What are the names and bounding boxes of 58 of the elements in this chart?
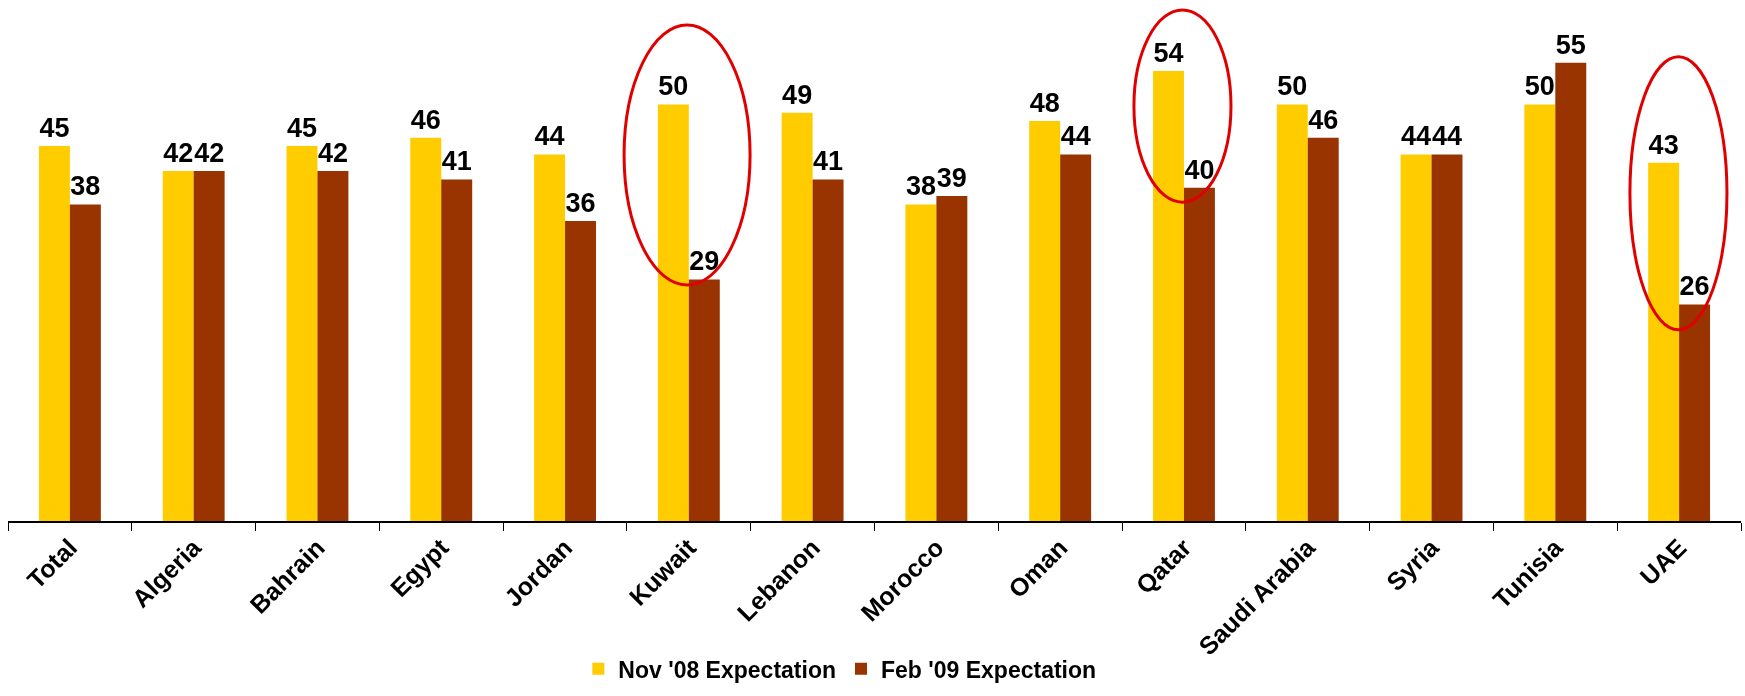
data-label: 54 (1153, 38, 1184, 69)
bar (1524, 104, 1556, 521)
bar (317, 171, 349, 521)
data-label: 36 (565, 188, 596, 219)
data-label: 45 (39, 113, 70, 144)
data-label: 39 (936, 163, 967, 194)
bar (162, 171, 194, 521)
bar (1400, 154, 1432, 521)
bar (1029, 121, 1061, 521)
bar (905, 204, 937, 521)
bar (565, 221, 596, 521)
data-label: 44 (534, 121, 565, 152)
bar (1648, 162, 1680, 521)
data-label: 49 (782, 79, 813, 110)
bar (688, 279, 720, 521)
data-label: 41 (813, 146, 844, 177)
data-label: 50 (1524, 71, 1555, 102)
bar (534, 154, 566, 521)
bar (286, 146, 318, 521)
bar (1060, 154, 1092, 521)
bar (1555, 62, 1587, 521)
bar (1679, 304, 1711, 521)
data-label: 46 (410, 104, 441, 135)
data-label: 38 (70, 171, 101, 202)
bar (69, 204, 101, 521)
bar (1431, 154, 1463, 521)
bar (38, 146, 70, 521)
data-label: 29 (689, 246, 720, 277)
data-label: 50 (658, 71, 689, 102)
bar (781, 112, 813, 521)
legend-label: Nov '08 Expectation (618, 656, 836, 683)
legend-label: Feb '09 Expectation (881, 656, 1097, 683)
data-label: 46 (1308, 104, 1339, 135)
data-label: 40 (1184, 154, 1215, 185)
data-label: 44 (1401, 121, 1432, 152)
data-label: 42 (317, 138, 348, 169)
data-label: 42 (163, 138, 194, 169)
data-label: 38 (905, 171, 936, 202)
bar (1307, 137, 1339, 521)
data-label: 50 (1277, 71, 1308, 102)
data-label: 44 (1431, 121, 1463, 152)
bar (1153, 71, 1184, 521)
data-label: 45 (286, 113, 318, 144)
bar (657, 104, 689, 521)
bar (193, 171, 225, 521)
bar (441, 179, 473, 521)
data-label: 42 (194, 138, 225, 169)
data-label: 41 (441, 146, 472, 177)
data-label: 26 (1679, 271, 1710, 302)
data-label: 55 (1555, 29, 1586, 60)
bar (1276, 104, 1308, 521)
bar (1183, 187, 1215, 521)
bar (410, 137, 442, 521)
data-label: 44 (1060, 121, 1091, 152)
data-label: 43 (1648, 129, 1679, 160)
bar (812, 179, 844, 521)
bar (936, 196, 968, 521)
data-label: 48 (1029, 88, 1060, 119)
